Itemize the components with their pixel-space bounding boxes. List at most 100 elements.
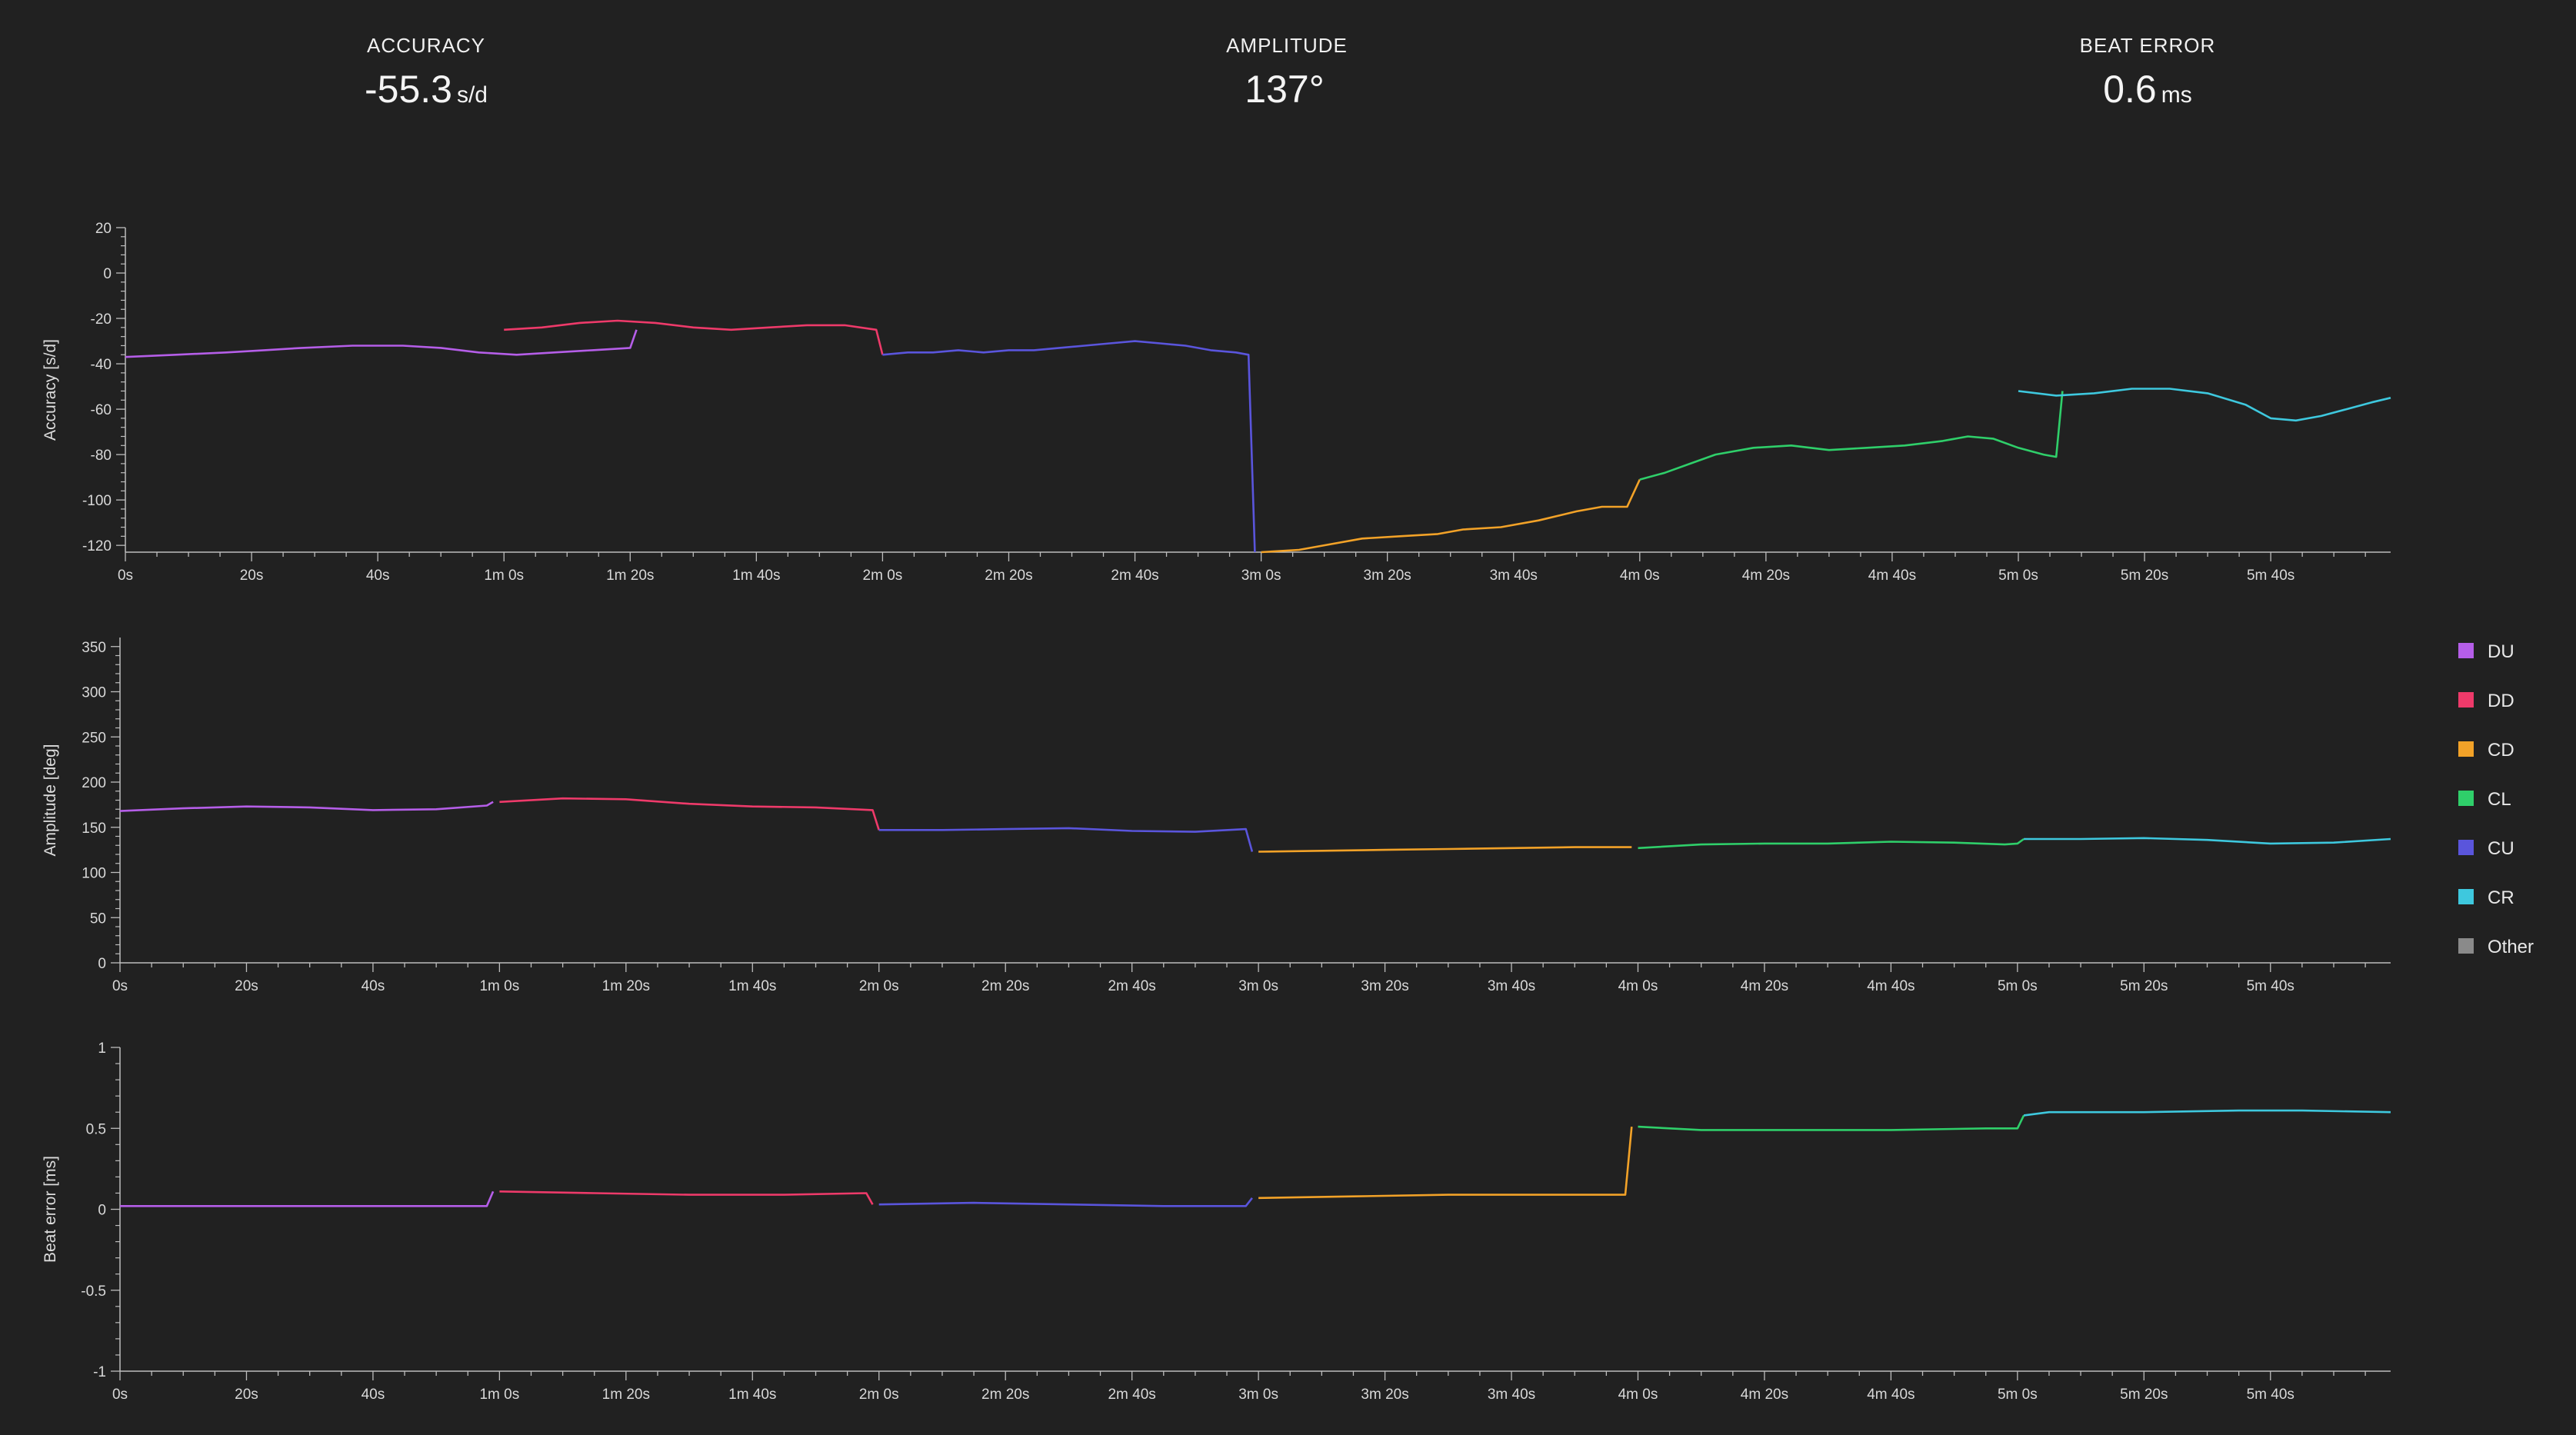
- x-tick-label: 2m 20s: [985, 568, 1032, 584]
- x-tick-label: 5m 20s: [2120, 978, 2168, 994]
- y-tick-label: 0: [98, 1203, 106, 1219]
- y-tick-label: 1: [98, 1040, 106, 1057]
- y-tick-label: 150: [82, 821, 106, 837]
- x-tick-label: 3m 40s: [1488, 978, 1535, 994]
- legend-label-cl: CL: [2488, 789, 2511, 810]
- series-line-cr: [2024, 837, 2391, 845]
- x-tick-label: 1m 40s: [728, 1387, 776, 1403]
- y-tick-label: 20: [95, 221, 112, 237]
- x-tick-label: 5m 0s: [1998, 1387, 2038, 1403]
- x-tick-label: 5m 20s: [2120, 1387, 2168, 1403]
- x-tick-label: 4m 40s: [1867, 978, 1915, 994]
- legend: DU DD CD CL CU CR Other: [2458, 641, 2534, 957]
- x-tick-label: 2m 40s: [1108, 1387, 1155, 1403]
- y-tick-label: 0.5: [86, 1121, 106, 1137]
- x-tick-label: 2m 40s: [1111, 568, 1158, 584]
- y-tick-label: -20: [91, 311, 112, 328]
- series-line-cu: [882, 340, 1256, 553]
- x-tick-label: 0s: [112, 978, 128, 994]
- x-tick-label: 0s: [118, 568, 133, 584]
- x-tick-label: 5m 20s: [2121, 568, 2168, 584]
- series-line-cl: [1638, 837, 2024, 850]
- series-line-cd: [1261, 479, 1641, 554]
- x-tick-label: 4m 0s: [1618, 1387, 1658, 1403]
- series-line-cr: [2023, 1109, 2391, 1117]
- x-tick-label: 1m 0s: [484, 568, 524, 584]
- x-tick-label: 1m 40s: [728, 978, 776, 994]
- legend-label-cr: CR: [2488, 887, 2514, 908]
- accuracy-stat: ACCURACY -55.3 s/d: [195, 34, 657, 112]
- y-tick-label: -1: [93, 1364, 106, 1380]
- series-line-cu: [878, 1197, 1253, 1207]
- x-tick-label: 5m 0s: [1998, 978, 2038, 994]
- x-tick-label: 5m 40s: [2247, 568, 2294, 584]
- x-tick-label: 20s: [235, 1387, 258, 1403]
- x-tick-label: 1m 20s: [602, 978, 650, 994]
- chart-panel-2: 0s 20s 40s 1m 0s 1m 20s 1m 40s 2m 0s 2m 20s 2m 4…: [42, 638, 2391, 994]
- y-axis-title: Amplitude [deg]: [42, 744, 59, 857]
- amplitude-stat: AMPLITUDE 137°: [1056, 34, 1518, 112]
- y-tick-label: 350: [82, 640, 106, 656]
- x-tick-label: 2m 20s: [981, 978, 1029, 994]
- legend-swatch-cu: [2458, 840, 2474, 855]
- x-tick-label: 2m 40s: [1108, 978, 1155, 994]
- x-tick-label: 4m 40s: [1868, 568, 1916, 584]
- beat-error-value-row: 0.6 ms: [1917, 67, 2378, 112]
- y-tick-label: 0: [98, 956, 106, 972]
- series-line-dd: [499, 797, 880, 831]
- accuracy-unit: s/d: [456, 82, 488, 108]
- amplitude-label: AMPLITUDE: [1226, 34, 1348, 57]
- series-line-du: [119, 801, 494, 812]
- series-line-cd: [1258, 1126, 1633, 1200]
- legend-label-cd: CD: [2488, 740, 2514, 761]
- series-line-cu: [878, 827, 1254, 852]
- amplitude-value-row: 137°: [1056, 67, 1518, 112]
- x-tick-label: 3m 40s: [1488, 1387, 1535, 1403]
- y-tick-label: 0: [103, 266, 112, 282]
- y-tick-label: -40: [91, 357, 112, 373]
- series-line-cd: [1258, 846, 1632, 853]
- x-tick-label: 4m 0s: [1618, 978, 1658, 994]
- accuracy-label: ACCURACY: [367, 34, 485, 57]
- x-tick-label: 40s: [362, 1387, 385, 1403]
- accuracy-value: -55.3: [365, 68, 452, 111]
- beat-error-label: BEAT ERROR: [2079, 34, 2216, 57]
- x-tick-label: 3m 20s: [1361, 978, 1408, 994]
- beat-error-value: 0.6: [2103, 68, 2157, 111]
- legend-swatch-cr: [2458, 889, 2474, 904]
- y-tick-label: -60: [91, 402, 112, 418]
- legend-swatch-cd: [2458, 741, 2474, 757]
- x-tick-label: 2m 0s: [859, 1387, 899, 1403]
- y-tick-label: 200: [82, 775, 106, 791]
- chart-panel-3: 0s 20s 40s 1m 0s 1m 20s 1m 40s 2m 0s 2m 20s 2m 4…: [42, 1040, 2391, 1403]
- y-axis-title: Beat error [ms]: [42, 1156, 59, 1263]
- y-tick-label: -80: [91, 448, 112, 464]
- x-tick-label: 3m 0s: [1241, 568, 1281, 584]
- beat-error-unit: ms: [2161, 82, 2192, 108]
- x-tick-label: 4m 20s: [1741, 978, 1788, 994]
- x-tick-label: 4m 20s: [1741, 1387, 1788, 1403]
- beat-error-stat: BEAT ERROR 0.6 ms: [1917, 34, 2378, 112]
- x-tick-label: 1m 0s: [479, 978, 519, 994]
- y-tick-label: -100: [82, 493, 112, 509]
- legend-label-cu: CU: [2488, 838, 2514, 859]
- x-tick-label: 0s: [112, 1387, 128, 1403]
- series-line-dd: [504, 319, 884, 355]
- y-tick-label: 250: [82, 730, 106, 746]
- y-axis-title: Accuracy [s/d]: [42, 339, 59, 441]
- series-line-cl: [1639, 391, 2064, 481]
- y-tick-label: 300: [82, 685, 106, 701]
- x-tick-label: 1m 20s: [602, 1387, 650, 1403]
- x-tick-label: 4m 40s: [1867, 1387, 1915, 1403]
- legend-swatch-cl: [2458, 791, 2474, 806]
- legend-label-du: DU: [2488, 641, 2514, 662]
- legend-label-other: Other: [2488, 937, 2534, 957]
- x-tick-label: 5m 40s: [2247, 1387, 2294, 1403]
- legend-swatch-other: [2458, 938, 2474, 954]
- series-line-du: [125, 329, 638, 358]
- x-tick-label: 1m 20s: [606, 568, 654, 584]
- x-tick-label: 3m 40s: [1490, 568, 1538, 584]
- legend-swatch-du: [2458, 643, 2474, 658]
